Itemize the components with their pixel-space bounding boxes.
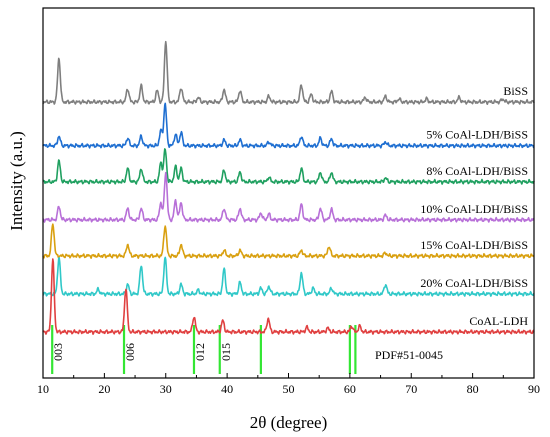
x-tick-label: 90 xyxy=(528,382,540,396)
x-axis-title: 2θ (degree) xyxy=(250,413,328,432)
series-line-6 xyxy=(42,258,535,335)
series-line-2 xyxy=(42,148,535,185)
reference-name: PDF#51-0045 xyxy=(375,348,443,362)
x-tick-label: 60 xyxy=(344,382,356,396)
hkl-label: 006 xyxy=(123,343,137,361)
series-label-2: 8% CoAl-LDH/BiSS xyxy=(426,164,528,178)
series-curves xyxy=(42,40,535,335)
plot-frame xyxy=(42,7,535,379)
series-line-0 xyxy=(42,40,535,106)
y-axis-title: Intensity (a.u.) xyxy=(7,131,26,231)
series-label-4: 15% CoAl-LDH/BiSS xyxy=(420,238,528,252)
x-tick-label: 70 xyxy=(405,382,417,396)
series-label-5: 20% CoAl-LDH/BiSS xyxy=(420,276,528,290)
series-label-1: 5% CoAl-LDH/BiSS xyxy=(426,128,528,142)
x-tick-label: 10 xyxy=(37,382,49,396)
x-tick-label: 50 xyxy=(283,382,295,396)
series-labels: BiSS 5% CoAl-LDH/BiSS 8% CoAl-LDH/BiSS 10% … xyxy=(420,84,528,328)
series-line-1 xyxy=(42,102,535,149)
series-line-3 xyxy=(42,171,535,223)
x-axis-ticks: 10 20 30 40 50 60 70 80 90 xyxy=(37,373,540,396)
x-tick-label: 80 xyxy=(467,382,479,396)
series-label-6: CoAL-LDH xyxy=(469,314,528,328)
series-label-3: 10% CoAl-LDH/BiSS xyxy=(420,202,528,216)
hkl-label: 012 xyxy=(193,343,207,361)
hkl-label: 015 xyxy=(219,343,233,361)
x-tick-label: 30 xyxy=(160,382,172,396)
x-tick-label: 40 xyxy=(221,382,233,396)
reference-pattern: 003 006 012 015 PDF#51-0045 xyxy=(51,325,443,374)
hkl-label: 003 xyxy=(51,343,65,361)
x-tick-label: 20 xyxy=(98,382,110,396)
series-line-4 xyxy=(42,223,535,259)
series-label-0: BiSS xyxy=(503,84,528,98)
